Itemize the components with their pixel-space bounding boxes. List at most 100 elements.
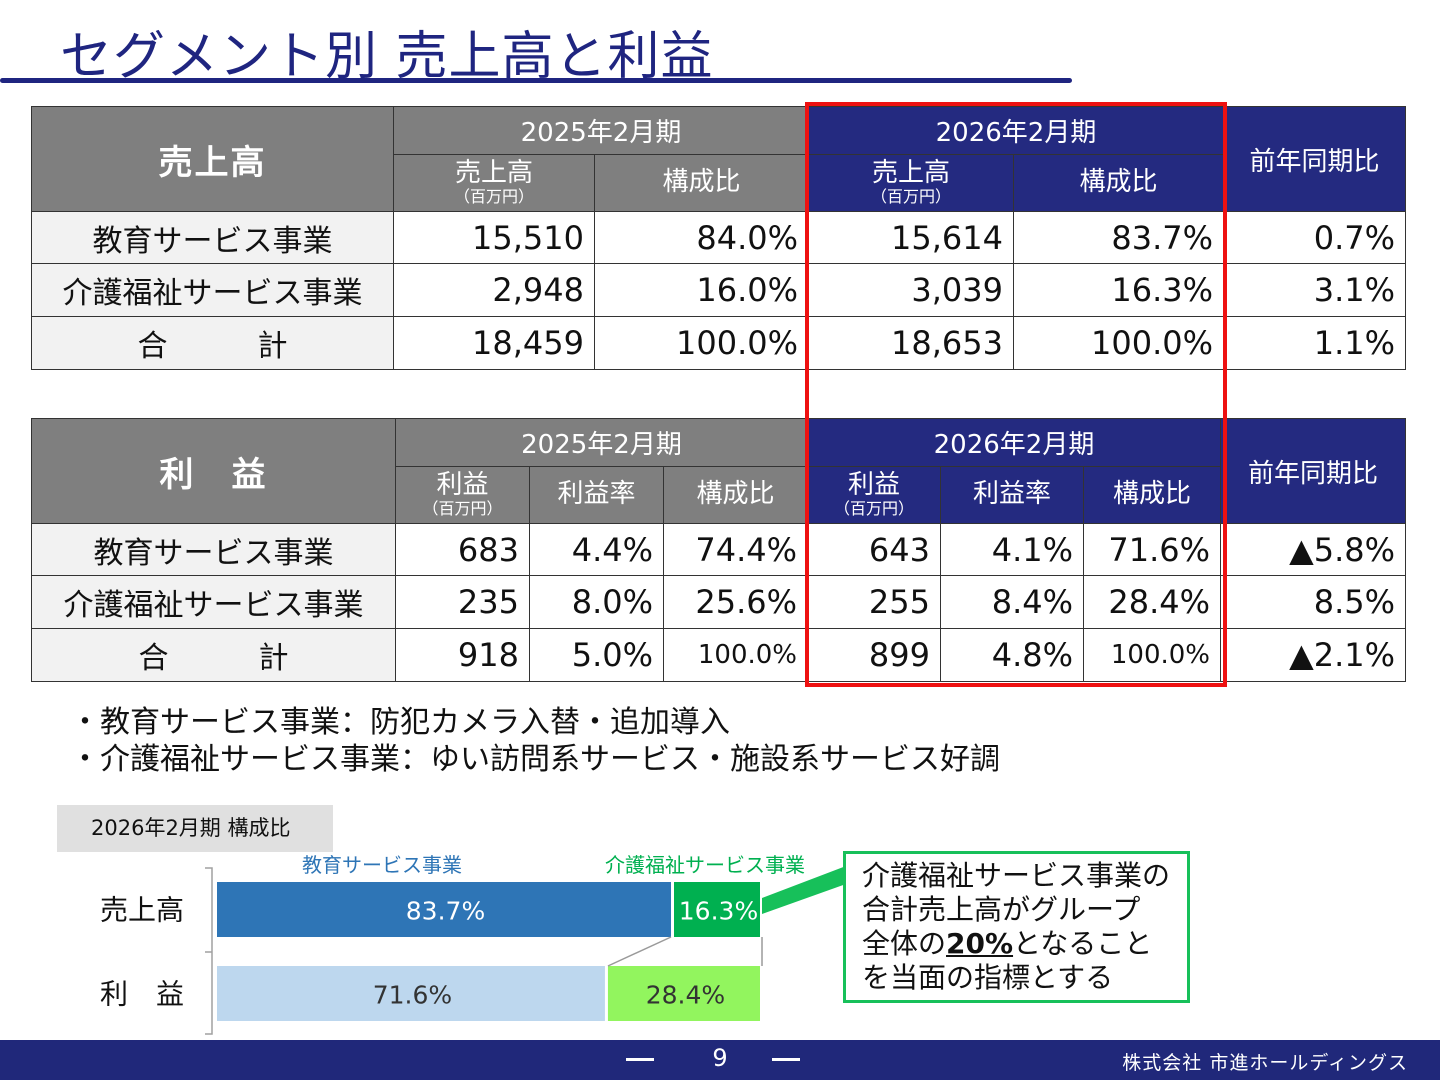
unit-label: （百万円） (870, 187, 951, 207)
row-label: 教育サービス事業 (31, 523, 396, 576)
row-label: 介護福祉サービス事業 (31, 575, 396, 629)
bar-data-label: 16.3% (679, 897, 758, 926)
table-row: 合 計 918 5.0% 100.0% 899 4.8% 100.0% ▲2.1… (31, 628, 1406, 682)
profit-rate-header-2026: 利益率 (940, 466, 1084, 524)
page-dash-left (626, 1058, 654, 1061)
cell-value: 8.5% (1220, 575, 1406, 629)
profit-table: 利 益 2025年2月期 2026年2月期 前年同期比 利益 （百万円） 利益率 … (31, 418, 1406, 682)
table-row: 合 計 18,459 100.0% 18,653 100.0% 1.1% (31, 316, 1406, 370)
note-text: となること (1013, 927, 1153, 960)
profit-amount-label: 利益 (847, 469, 900, 500)
cell-value: 25.6% (663, 575, 808, 629)
cell-value: 643 (807, 523, 941, 576)
note-line: 全体の20%となること (862, 927, 1187, 961)
cell-value: ▲2.1% (1220, 628, 1406, 682)
bullet-list: ・教育サービス事業：防犯カメラ入替・追加導入 ・介護福祉サービス事業：ゆい訪問系… (70, 704, 1000, 778)
cell-value: 71.6% (1083, 523, 1221, 576)
note-text: 全体の (862, 927, 947, 960)
sales-yoy-header: 前年同期比 (1223, 106, 1406, 212)
bar-segment (217, 966, 605, 1021)
cell-value: 4.4% (529, 523, 664, 576)
cell-value: 4.8% (940, 628, 1084, 682)
note-line: 介護福祉サービス事業の (862, 859, 1171, 892)
cell-value: 18,459 (393, 316, 595, 370)
cell-value: 0.7% (1223, 211, 1406, 264)
cell-value: 4.1% (940, 523, 1084, 576)
bar-data-label: 28.4% (646, 981, 725, 1010)
unit-label: （百万円） (453, 187, 534, 207)
cell-value: 255 (807, 575, 941, 629)
cell-value: 28.4% (1083, 575, 1221, 629)
cell-value: 8.0% (529, 575, 664, 629)
table-row: 教育サービス事業 15,510 84.0% 15,614 83.7% 0.7% (31, 211, 1406, 264)
cell-value: ▲5.8% (1220, 523, 1406, 576)
sales-amount-header-2025: 売上高 （百万円） (393, 154, 595, 212)
profit-rate-header-2025: 利益率 (529, 466, 664, 524)
cell-value: 2,948 (393, 263, 595, 317)
cell-value: 16.0% (594, 263, 809, 317)
sales-amount-label: 売上高 (871, 157, 950, 188)
page-number: 9 (712, 1044, 728, 1072)
cell-value: 100.0% (663, 628, 808, 682)
profit-table-label: 利 益 (31, 418, 396, 524)
profit-yoy-header: 前年同期比 (1220, 418, 1406, 524)
bar-segment (217, 882, 672, 937)
sales-fy2026-header: 2026年2月期 (808, 106, 1224, 155)
company-name: 株式会社 市進ホールディングス (1122, 1052, 1408, 1074)
chart-title-box: 2026年2月期 構成比 (57, 805, 333, 852)
cell-value: 16.3% (1013, 263, 1224, 317)
highlight-frame-fy2026 (805, 102, 1227, 687)
cell-value: 899 (807, 628, 941, 682)
sales-table-label: 売上高 (31, 106, 394, 212)
page-dash-right (772, 1058, 800, 1061)
cell-value: 235 (395, 575, 530, 629)
profit-amount-label: 利益 (436, 469, 489, 500)
sales-amount-header-2026: 売上高 （百万円） (808, 154, 1014, 212)
profit-fy2025-header: 2025年2月期 (395, 418, 808, 467)
sales-share-header-2026: 構成比 (1013, 154, 1224, 212)
cell-value: 1.1% (1223, 316, 1406, 370)
category-label: 売上高 (100, 894, 184, 927)
profit-amount-header-2025: 利益 （百万円） (395, 466, 530, 524)
cell-value: 84.0% (594, 211, 809, 264)
row-label: 介護福祉サービス事業 (31, 263, 394, 317)
cell-value: 100.0% (594, 316, 809, 370)
bullet-item: ・教育サービス事業：防犯カメラ入替・追加導入 (70, 705, 730, 740)
cell-value: 83.7% (1013, 211, 1224, 264)
title-underline (0, 78, 1072, 83)
cell-value: 3.1% (1223, 263, 1406, 317)
table-row: 介護福祉サービス事業 235 8.0% 25.6% 255 8.4% 28.4%… (31, 575, 1406, 629)
page-title: セグメント別 売上高と利益 (60, 27, 714, 87)
cell-value: 918 (395, 628, 530, 682)
bar-data-label: 71.6% (373, 981, 452, 1010)
callout-pointer (762, 866, 846, 914)
bar-data-label: 83.7% (406, 897, 485, 926)
unit-label: （百万円） (422, 499, 503, 519)
bar-segment (607, 966, 760, 1021)
chart-axis (205, 867, 213, 1035)
note-line: 合計売上高がグループ (862, 893, 1141, 926)
cell-value: 100.0% (1013, 316, 1224, 370)
sales-table: 売上高 2025年2月期 2026年2月期 前年同期比 売上高 （百万円） 構成比… (31, 106, 1406, 370)
legend-label: 教育サービス事業 (302, 853, 462, 877)
unit-label: （百万円） (833, 499, 914, 519)
cell-value: 3,039 (808, 263, 1014, 317)
note-emphasis: 20% (946, 927, 1014, 960)
connector-line (607, 936, 672, 967)
row-label: 教育サービス事業 (31, 211, 394, 264)
category-label: 利 益 (100, 978, 184, 1011)
cell-value: 5.0% (529, 628, 664, 682)
note-line: を当面の指標とする (862, 961, 1114, 994)
cell-value: 100.0% (1083, 628, 1221, 682)
profit-share-header-2026: 構成比 (1083, 466, 1221, 524)
callout-note: 介護福祉サービス事業の 合計売上高がグループ 全体の20%となること を当面の指… (843, 851, 1190, 1003)
cell-value: 15,614 (808, 211, 1014, 264)
row-label: 合 計 (31, 628, 396, 682)
bar-segment (674, 882, 760, 937)
footer-bar: 9 株式会社 市進ホールディングス (0, 1040, 1440, 1080)
profit-fy2026-header: 2026年2月期 (807, 418, 1221, 467)
row-label: 合 計 (31, 316, 394, 370)
bullet-item: ・介護福祉サービス事業：ゆい訪問系サービス・施設系サービス好調 (70, 742, 1000, 777)
table-row: 介護福祉サービス事業 2,948 16.0% 3,039 16.3% 3.1% (31, 263, 1406, 317)
